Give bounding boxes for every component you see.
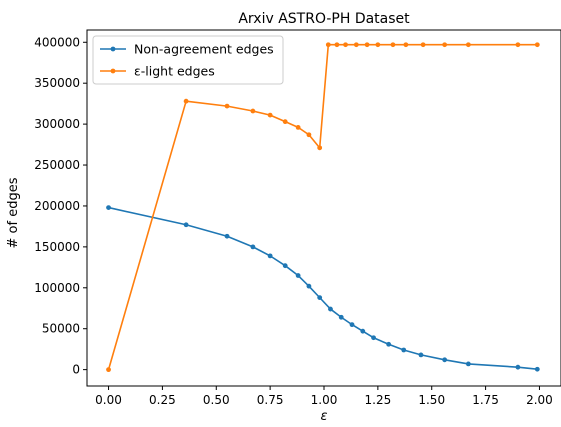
legend-swatch-marker	[110, 68, 116, 74]
data-point	[442, 42, 448, 48]
data-point	[465, 361, 471, 367]
data-point	[282, 263, 288, 269]
legend-label: Non-agreement edges	[134, 42, 274, 57]
data-point	[534, 366, 540, 372]
data-point	[386, 341, 392, 347]
data-point	[465, 42, 471, 48]
data-point	[250, 108, 256, 114]
legend-item: ε-light edges	[100, 64, 215, 79]
data-point	[282, 119, 288, 125]
x-tick-label: 0.25	[149, 393, 176, 407]
data-point	[515, 42, 521, 48]
data-point	[534, 42, 540, 48]
data-point	[295, 273, 301, 278]
series-line	[108, 206, 538, 371]
data-point	[420, 42, 426, 48]
data-point	[183, 222, 189, 228]
data-point	[418, 352, 424, 358]
data-point	[295, 124, 301, 130]
data-point	[364, 42, 370, 48]
chart-title: Arxiv ASTRO-PH Dataset	[238, 11, 410, 27]
data-point	[317, 295, 323, 301]
data-point	[334, 42, 340, 48]
y-tick-label: 300000	[34, 117, 80, 131]
data-point	[442, 357, 448, 363]
data-point	[371, 335, 376, 341]
y-axis: 0 50000 100000 150000 200000 250000 300000 3500…	[34, 35, 87, 377]
data-point	[515, 364, 521, 370]
legend-box	[92, 35, 284, 85]
legend-item: Non-agreement edges	[100, 42, 274, 57]
data-point	[224, 233, 230, 239]
data-point	[353, 42, 359, 48]
data-point	[267, 112, 273, 118]
y-axis-label: # of edges	[6, 177, 21, 248]
data-point	[106, 367, 111, 373]
y-tick-label: 0	[72, 363, 80, 377]
data-point	[390, 42, 396, 48]
data-point	[328, 306, 333, 312]
series-2	[106, 42, 540, 373]
data-point	[325, 42, 331, 48]
legend-label: ε-light edges	[134, 64, 215, 79]
data-point	[317, 145, 323, 151]
x-tick-label: 1.75	[472, 393, 499, 407]
x-tick-label: 1.50	[418, 393, 445, 407]
data-point	[403, 42, 409, 48]
y-tick-label: 350000	[34, 76, 80, 90]
data-point	[106, 205, 111, 210]
y-tick-label: 50000	[42, 322, 80, 336]
x-tick-label: 1.25	[365, 393, 392, 407]
data-point	[349, 322, 355, 328]
legend: Non-agreement edges ε-light edges	[92, 35, 284, 85]
plot-area	[106, 42, 540, 373]
data-point	[338, 314, 344, 320]
y-tick-label: 400000	[34, 35, 80, 49]
x-axis: 0.00 0.25 0.50 0.75 1.00 1.25 1.50 1.75 2.00	[95, 386, 553, 407]
series-line	[107, 43, 538, 370]
data-point	[267, 253, 273, 259]
x-tick-label: 2.00	[526, 393, 553, 407]
data-point	[306, 132, 312, 138]
data-point	[375, 42, 381, 48]
y-tick-label: 200000	[34, 199, 80, 213]
data-point	[401, 347, 407, 353]
x-tick-label: 0.75	[257, 393, 284, 407]
y-tick-label: 150000	[34, 240, 80, 254]
y-tick-label: 100000	[34, 281, 80, 295]
data-point	[250, 244, 256, 250]
data-point	[306, 283, 312, 289]
data-point	[343, 42, 348, 48]
x-tick-label: 1.00	[311, 393, 338, 407]
data-point	[183, 98, 189, 104]
x-tick-label: 0.00	[95, 393, 122, 407]
x-tick-label: 0.50	[203, 393, 230, 407]
series-1	[106, 205, 540, 372]
y-tick-label: 250000	[34, 158, 80, 172]
x-axis-label: ε	[320, 409, 327, 424]
data-point	[360, 328, 366, 334]
data-point	[224, 103, 230, 109]
legend-swatch-marker	[110, 46, 116, 52]
